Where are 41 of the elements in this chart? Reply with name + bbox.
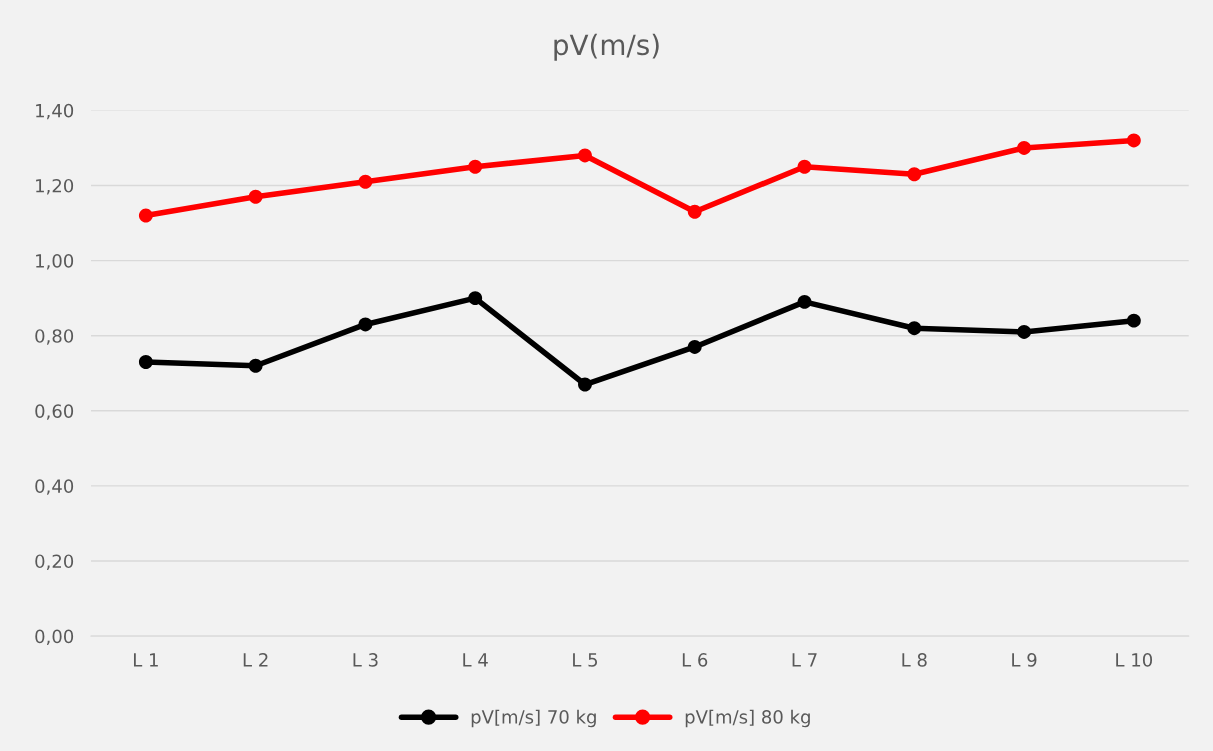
y-tick-label: 1,20	[36, 178, 74, 195]
y-tick-label: 0,40	[35, 479, 74, 495]
point	[248, 189, 263, 204]
point	[578, 377, 592, 392]
point	[1126, 133, 1141, 148]
point	[1126, 313, 1141, 328]
x-tick-label: L 7	[792, 653, 817, 667]
x-tick-label: L 10	[1116, 653, 1153, 667]
x-tick-label: L 9	[1012, 653, 1037, 667]
point	[797, 294, 812, 309]
point	[248, 358, 263, 373]
point	[687, 204, 702, 219]
x-tick-label: L 3	[353, 653, 378, 667]
y-tick-label: 0,80	[35, 329, 74, 345]
y-tick-label: 0,20	[35, 554, 74, 570]
legend-label: pV[m/s] 70 kg	[471, 709, 596, 728]
y-tick-label: 1,00	[36, 254, 74, 270]
point	[358, 317, 373, 332]
y-tick-label: 1,40	[36, 103, 74, 120]
x-tick-label: L 4	[463, 653, 488, 667]
point	[468, 291, 483, 306]
y-tick-label: 0,00	[35, 629, 74, 646]
point	[907, 167, 922, 182]
x-tick-label: L 8	[902, 653, 927, 667]
point	[1017, 325, 1032, 339]
point	[578, 148, 592, 163]
legend-label: pV[m/s] 80 kg	[685, 709, 810, 728]
x-tick-label: L 2	[243, 653, 268, 667]
point	[138, 208, 153, 223]
y-tick-label: 0,60	[35, 404, 74, 420]
point	[797, 159, 812, 174]
point	[907, 321, 922, 336]
x-tick-label: L 5	[573, 653, 598, 667]
x-tick-label: L 6	[682, 653, 708, 667]
x-tick-label: L 1	[133, 653, 158, 667]
point	[1017, 141, 1032, 155]
point	[358, 174, 373, 189]
point	[687, 340, 702, 354]
chart-title: pV(m/s)	[554, 33, 659, 61]
point	[468, 159, 483, 174]
point	[138, 355, 153, 369]
